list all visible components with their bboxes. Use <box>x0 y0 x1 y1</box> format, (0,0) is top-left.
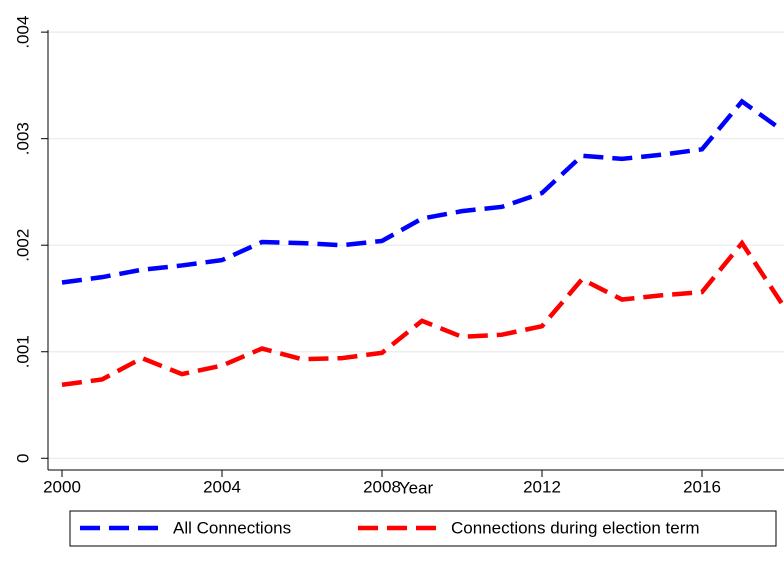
legend-label: All Connections <box>173 518 291 537</box>
x-tick-label: 2016 <box>683 477 721 496</box>
y-tick-label: .002 <box>13 229 32 262</box>
x-axis-label: Year <box>399 478 434 497</box>
series-line <box>61 239 784 388</box>
y-tick-label: 0 <box>13 454 32 463</box>
legend: All Connections Connections during electi… <box>69 510 777 547</box>
y-tick-label: .003 <box>13 122 32 155</box>
series-line <box>61 98 784 285</box>
x-tick-label: 2000 <box>43 477 81 496</box>
y-tick-label: .001 <box>13 335 32 368</box>
x-tick-label: 2008 <box>363 477 401 496</box>
x-tick-label: 2012 <box>523 477 561 496</box>
x-tick-label: 2004 <box>203 477 241 496</box>
legend-label: Connections during election term <box>451 518 700 537</box>
y-tick-label: .004 <box>13 16 32 49</box>
